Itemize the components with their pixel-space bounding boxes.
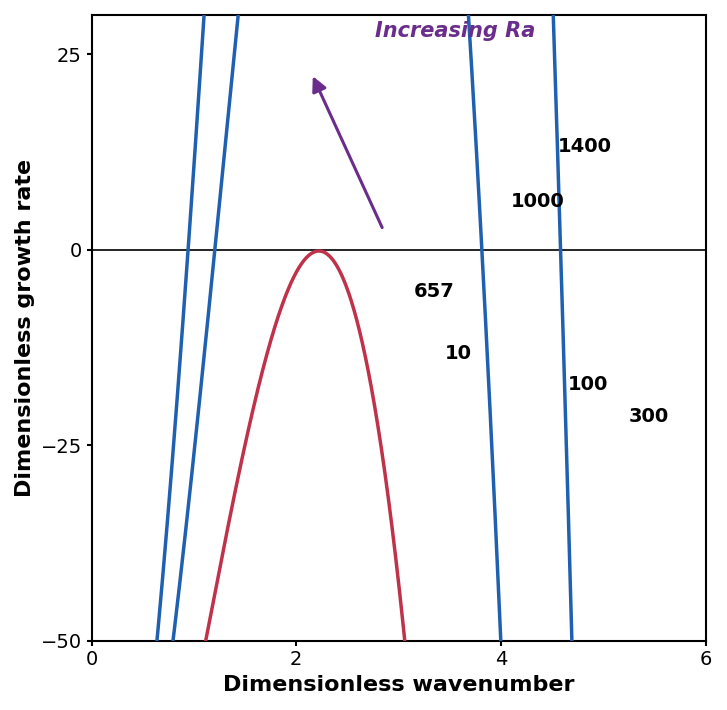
Text: 10: 10 xyxy=(445,344,472,363)
Text: Increasing Ra: Increasing Ra xyxy=(375,21,535,40)
Text: 1000: 1000 xyxy=(511,192,565,211)
X-axis label: Dimensionless wavenumber: Dimensionless wavenumber xyxy=(223,675,574,695)
Text: 100: 100 xyxy=(568,376,608,395)
Text: 657: 657 xyxy=(414,282,455,300)
Text: 1400: 1400 xyxy=(558,137,611,156)
Text: 300: 300 xyxy=(629,407,670,426)
Y-axis label: Dimensionless growth rate: Dimensionless growth rate xyxy=(15,159,35,497)
